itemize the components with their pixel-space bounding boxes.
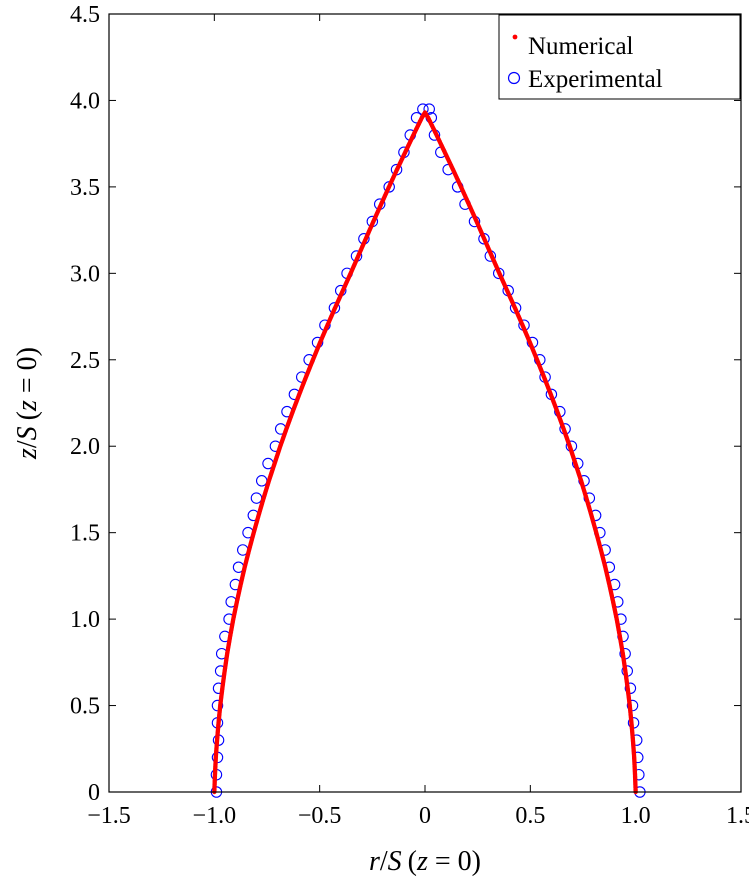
legend-numerical-marker (512, 34, 518, 40)
y-axis-title: z/S(z = 0) (12, 347, 43, 460)
y-tick-label: 1.0 (70, 607, 100, 633)
x-tick-label: 0.5 (515, 803, 545, 829)
legend-experimental-marker (507, 71, 521, 85)
y-tick-label: 3.5 (70, 175, 100, 201)
legend-box (498, 14, 741, 100)
legend: Numerical Experimental (498, 14, 741, 100)
x-tick-label: 1.5 (726, 803, 749, 829)
series-numerical (212, 110, 638, 795)
y-tick-label: 2.0 (70, 434, 100, 460)
y-ticks: 0 0.5 1.0 1.5 2.0 2.5 3.0 3.5 4.0 4.5 (70, 2, 741, 806)
x-axis-title: r/S (z = 0) (369, 846, 481, 877)
legend-experimental-label: Experimental (528, 66, 663, 93)
plot-background (109, 14, 741, 792)
x-tick-label: 0 (419, 803, 431, 829)
y-tick-label: 1.5 (70, 521, 100, 547)
x-tick-label: −0.5 (298, 803, 342, 829)
y-tick-label: 2.5 (70, 348, 100, 374)
experimental-point (211, 699, 224, 712)
plot-frame (108, 13, 742, 793)
y-tick-label: 4.5 (70, 2, 100, 28)
x-tick-label: −1.5 (87, 803, 131, 829)
x-ticks: −1.5 −1.0 −0.5 0 0.5 1.0 1.5 (87, 14, 749, 829)
y-tick-label: 4.0 (70, 88, 100, 114)
experimental-point (423, 103, 435, 115)
numerical-point (422, 110, 428, 115)
series-layer (210, 103, 646, 798)
legend-numerical-label: Numerical (528, 33, 634, 60)
y-tick-label: 0 (88, 780, 100, 806)
y-tick-label: 0.5 (70, 694, 100, 720)
x-tick-label: −1.0 (193, 803, 237, 829)
y-tick-label: 3.0 (70, 261, 100, 287)
experimental-point (626, 699, 639, 712)
x-tick-label: 1.0 (621, 803, 651, 829)
